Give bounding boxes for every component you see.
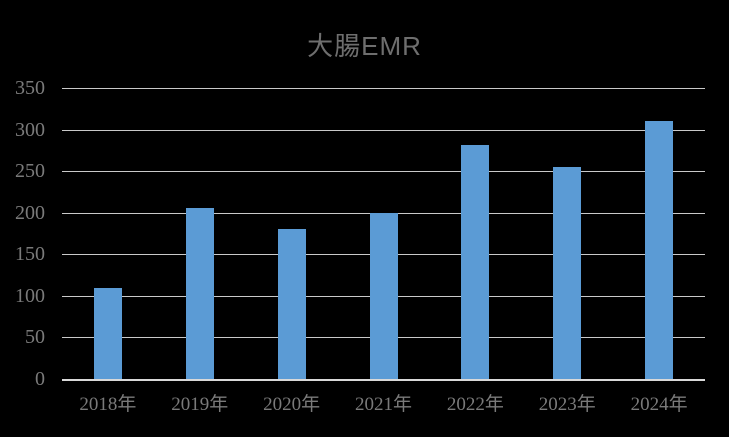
y-tick-label: 150 [15,243,45,266]
x-tick-label: 2018年 [79,394,137,415]
bar-2018年 [93,287,122,379]
gridline [62,88,705,89]
gridline [62,129,705,131]
bar-2024年 [645,121,674,379]
y-tick-label: 200 [15,201,45,224]
bar-2019年 [185,207,214,379]
x-tick-label: 2024年 [630,394,688,415]
x-tick-label: 2023年 [538,394,596,415]
bar-2022年 [461,144,490,379]
y-tick-label: 50 [25,326,45,349]
y-tick-label: 250 [15,160,45,183]
y-tick-label: 0 [35,368,45,390]
bar-2023年 [553,167,582,379]
y-axis: 0 50 100 150 200 250 300 350 [0,77,47,390]
x-tick-label: 2020年 [263,394,321,415]
y-tick-label: 100 [15,284,45,307]
x-axis: 2018年 2019年 2020年 2021年 2022年 2023年 2024年 [62,393,705,417]
plot-area [62,88,705,381]
x-axis-line [62,379,705,381]
x-tick-label: 2019年 [171,394,229,415]
gridline [62,171,705,173]
x-tick-label: 2022年 [446,394,504,415]
chart-title: 大腸EMR [307,31,422,61]
y-tick-label: 300 [15,118,45,141]
x-tick-label: 2021年 [355,394,413,415]
y-tick-label: 350 [15,77,45,99]
bar-2021年 [369,212,398,379]
bar-2020年 [277,228,306,379]
